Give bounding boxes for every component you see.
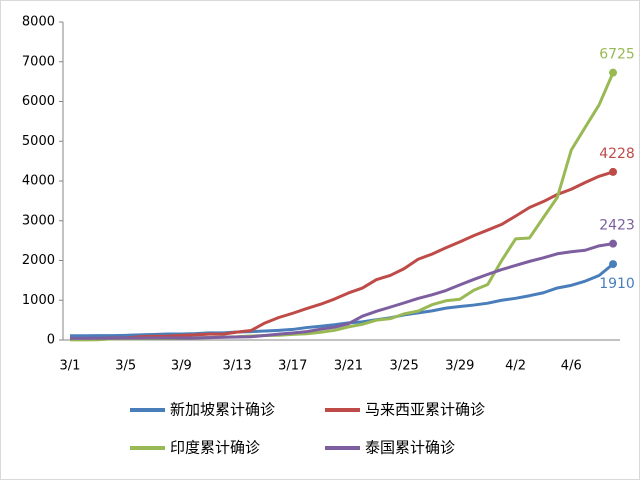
data-label: 4228 — [599, 146, 635, 162]
y-tick-label: 0 — [47, 333, 55, 348]
x-tick-label: 3/5 — [115, 359, 136, 374]
legend-label: 马来西亚累计确诊 — [365, 401, 485, 419]
x-tick-label: 3/9 — [171, 359, 192, 374]
end-marker — [609, 68, 618, 77]
x-tick-label: 3/29 — [445, 359, 474, 374]
y-tick-label: 5000 — [22, 134, 55, 149]
series-line — [69, 170, 614, 341]
end-marker — [609, 239, 618, 248]
legend-label: 印度累计确诊 — [170, 439, 260, 457]
data-label: 6725 — [599, 47, 635, 63]
y-tick-label: 3000 — [22, 213, 55, 228]
x-tick-label: 3/21 — [334, 359, 363, 374]
x-tick-label: 3/25 — [390, 359, 419, 374]
x-tick-label: 4/2 — [505, 359, 526, 374]
series-line — [69, 262, 614, 338]
end-marker — [609, 260, 618, 269]
x-tick-label: 3/13 — [222, 359, 251, 374]
end-marker — [609, 167, 618, 176]
data-label: 2423 — [599, 218, 635, 234]
x-tick-label: 3/1 — [60, 359, 81, 374]
y-tick-label: 7000 — [22, 54, 55, 69]
x-tick-label: 3/17 — [278, 359, 307, 374]
y-tick-label: 1000 — [22, 293, 55, 308]
series-line — [69, 242, 614, 340]
y-tick-label: 2000 — [22, 253, 55, 268]
y-tick-label: 8000 — [22, 15, 55, 30]
y-tick-label: 4000 — [22, 174, 55, 189]
x-tick-label: 4/6 — [561, 359, 582, 374]
legend-label: 新加坡累计确诊 — [170, 401, 275, 419]
y-tick-label: 6000 — [22, 94, 55, 109]
data-label: 1910 — [599, 276, 635, 292]
legend-label: 泰国累计确诊 — [365, 439, 455, 457]
